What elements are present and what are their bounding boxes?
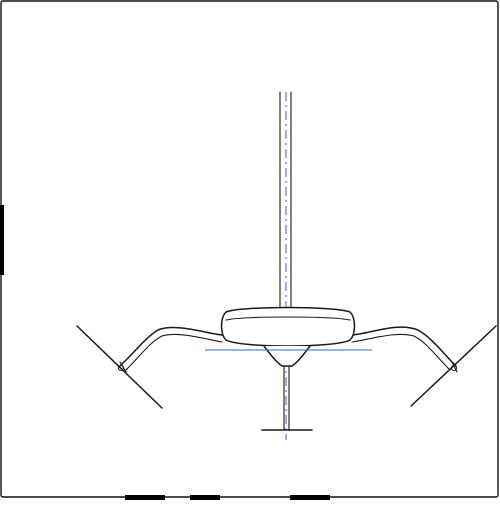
left-arm xyxy=(119,326,223,371)
right-arm xyxy=(351,326,457,371)
bottom-edge-mark-left xyxy=(125,495,165,500)
center-body xyxy=(220,306,356,367)
bottom-edge-mark-mid xyxy=(190,495,220,500)
bottom-edge-mark-right xyxy=(290,495,330,500)
vertical-rod xyxy=(279,91,292,440)
left-edge-mark xyxy=(0,205,4,275)
right-blade xyxy=(410,325,497,407)
base-post xyxy=(261,365,313,431)
left-blade xyxy=(76,325,163,409)
